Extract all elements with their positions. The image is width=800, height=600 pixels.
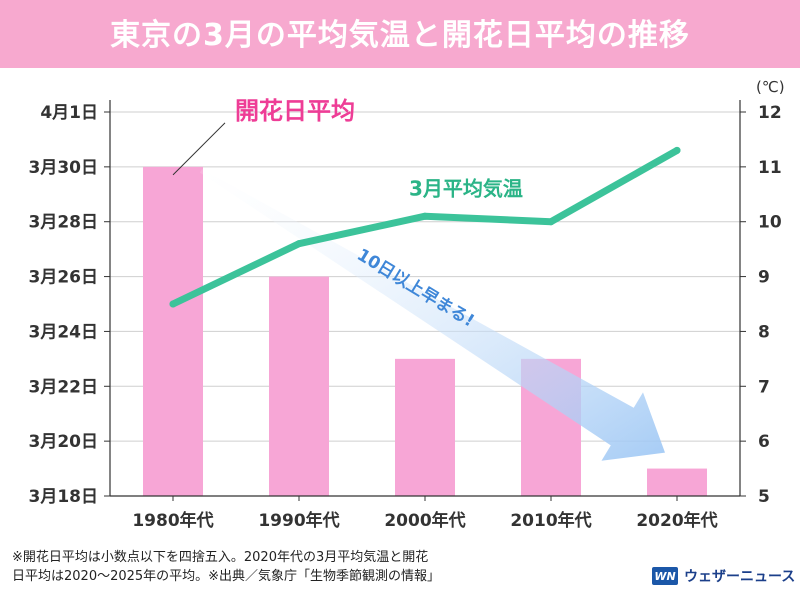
bar <box>647 468 707 496</box>
right-tick-label: 7 <box>758 377 770 397</box>
left-tick-label: 3月22日 <box>29 377 99 397</box>
chart-area: 3月18日 3月20日 3月22日 3月24日 3月26日 3月28日 3月30日 4月1日 5… <box>29 78 785 531</box>
temperature-point <box>421 212 429 220</box>
line-series-label: 3月平均気温 <box>409 177 523 201</box>
arrow-annotation: 10日以上早まる! <box>353 245 477 331</box>
right-tick-label: 8 <box>758 322 770 342</box>
bar-layer <box>143 166 707 496</box>
left-tick-label: 3月30日 <box>29 158 99 178</box>
left-tick-label: 3月26日 <box>29 268 99 288</box>
temperature-point <box>169 300 177 308</box>
logo-text: ウェザーニュース <box>684 569 796 585</box>
bar <box>143 166 203 496</box>
temperature-point <box>673 146 681 154</box>
right-tick-label: 10 <box>758 213 782 233</box>
right-tick-label: 11 <box>758 158 782 178</box>
right-tick-label: 9 <box>758 268 770 288</box>
footnote-line-1: ※開花日平均は小数点以下を四捨五入。2020年代の3月平均気温と開花 <box>12 550 429 565</box>
temperature-point <box>295 240 303 248</box>
x-tick-label: 2010年代 <box>510 510 591 531</box>
line-layer <box>169 146 681 308</box>
logo-mark: WN <box>652 567 678 585</box>
temperature-point <box>547 218 555 226</box>
x-tick-label: 2000年代 <box>384 510 465 531</box>
axis-layer: 3月18日 3月20日 3月22日 3月24日 3月26日 3月28日 3月30日 4月1日 5… <box>29 78 785 531</box>
right-axis-unit: (℃) <box>756 78 785 96</box>
title-banner: 東京の3月の平均気温と開花日平均の推移 <box>0 0 800 68</box>
left-tick-label: 3月24日 <box>29 322 99 342</box>
x-tick-label: 1980年代 <box>132 510 213 531</box>
left-tick-label: 3月18日 <box>29 487 99 507</box>
left-tick-label: 3月20日 <box>29 432 99 452</box>
chart-title: 東京の3月の平均気温と開花日平均の推移 <box>110 18 690 53</box>
bar-label-leader <box>172 122 226 176</box>
weathernews-logo: WN ウェザーニュース <box>652 566 795 586</box>
x-tick-label: 1990年代 <box>258 510 339 531</box>
bar <box>395 358 455 496</box>
footnote-line-2: 日平均は2020〜2025年の平均。※出典／気象庁「生物季節観測の情報」 <box>12 569 441 584</box>
right-tick-label: 6 <box>758 432 770 452</box>
left-tick-label: 4月1日 <box>40 103 98 123</box>
right-tick-label: 5 <box>758 487 770 507</box>
bar <box>269 276 329 496</box>
footnote: ※開花日平均は小数点以下を四捨五入。2020年代の3月平均気温と開花 日平均は2… <box>12 548 440 586</box>
x-tick-label: 2020年代 <box>636 510 717 531</box>
right-tick-label: 12 <box>758 103 782 123</box>
left-tick-label: 3月28日 <box>29 213 99 233</box>
label-layer: 10日以上早まる! 開花日平均 3月平均気温 <box>172 97 523 331</box>
bar-series-label: 開花日平均 <box>235 97 355 125</box>
temperature-line <box>169 146 681 308</box>
